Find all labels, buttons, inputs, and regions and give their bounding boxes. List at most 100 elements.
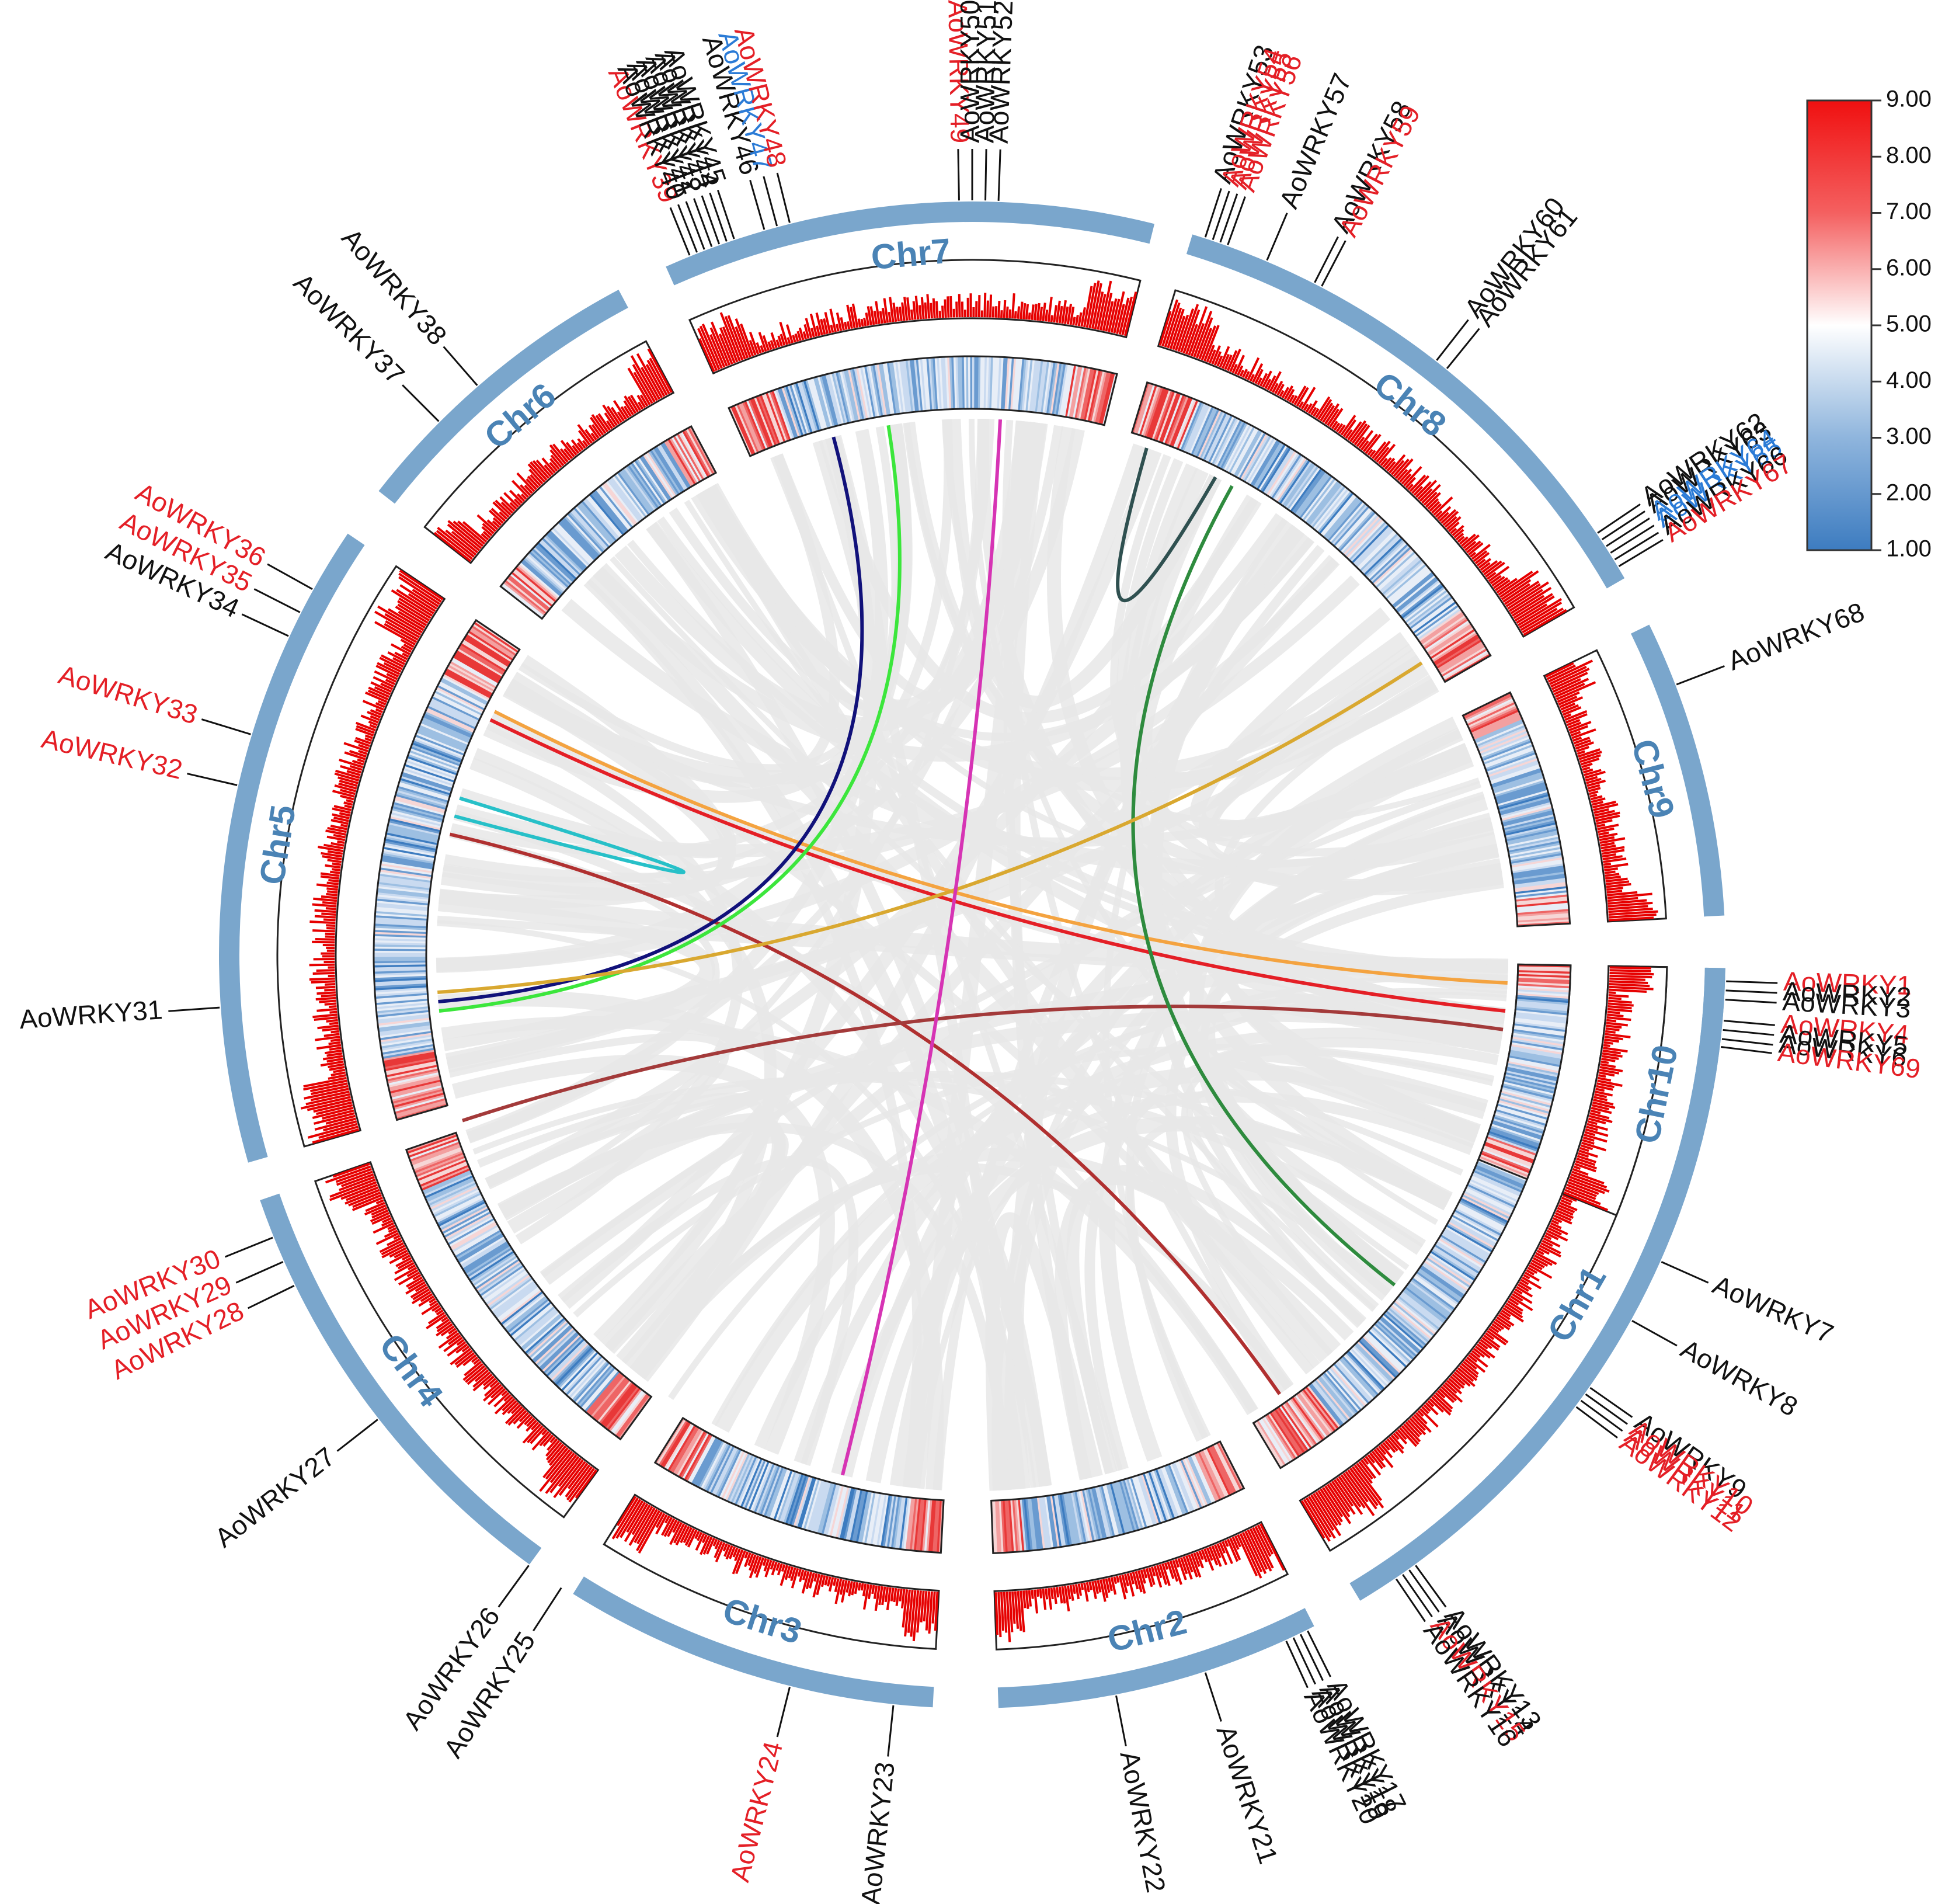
heatmap-bin <box>870 364 882 417</box>
heatmap-bin <box>384 1057 437 1069</box>
heatmap-bin <box>403 767 454 787</box>
heatmap-bin <box>1515 1008 1568 1016</box>
heatmap-bin <box>1286 1400 1319 1445</box>
heatmap-bin <box>1053 363 1064 416</box>
heatmap-bin <box>1492 774 1544 793</box>
heatmap-bin <box>742 1458 764 1509</box>
heatmap-bin <box>1467 1182 1516 1207</box>
heatmap-bin <box>546 533 586 572</box>
heatmap-bin <box>499 1289 542 1324</box>
density-bars <box>433 348 673 562</box>
heatmap-bin <box>434 690 483 716</box>
heatmap-bin <box>1503 816 1556 831</box>
heatmap-bin <box>924 357 931 411</box>
heatmap-bin <box>1405 1285 1449 1319</box>
heatmap-bin <box>1405 591 1449 626</box>
density-frame <box>993 1521 1289 1651</box>
heatmap-bin <box>815 1482 831 1534</box>
heatmap-bin <box>666 439 695 486</box>
heatmap-bin <box>506 578 548 613</box>
heatmap-bin <box>378 877 431 887</box>
heatmap-bin <box>465 1245 512 1276</box>
heatmap-bin <box>1069 366 1081 418</box>
heatmap-bin <box>1080 1489 1093 1542</box>
heatmap-bin <box>493 1283 538 1317</box>
heatmap-bin <box>426 1178 475 1203</box>
heatmap-bin <box>566 1356 604 1397</box>
heatmap-bin <box>1248 438 1278 485</box>
heatmap-bin <box>388 822 440 836</box>
heatmap-bin <box>802 1478 820 1530</box>
heatmap-bin <box>1135 1475 1153 1527</box>
heatmap-bin <box>1463 694 1512 720</box>
heatmap-bin <box>379 1030 432 1041</box>
background-link <box>1139 494 1429 786</box>
heatmap-bin <box>639 456 671 502</box>
heatmap-bin <box>1518 975 1571 981</box>
heatmap-bin <box>1323 496 1359 538</box>
gene-tick <box>201 718 251 735</box>
heatmap-bin <box>374 956 427 960</box>
heatmap-bin <box>380 863 433 874</box>
heatmap-bin <box>1175 399 1197 449</box>
heatmap-bin <box>375 911 428 917</box>
heatmap-bin <box>1390 1304 1432 1340</box>
heatmap-bin <box>1470 1177 1519 1201</box>
heatmap-frame <box>990 1440 1245 1554</box>
heatmap-bin <box>424 1175 474 1198</box>
heatmap-bin <box>1258 1419 1288 1465</box>
heatmap-bin <box>434 1196 483 1221</box>
background-link <box>437 895 715 1069</box>
heatmap-bin <box>1109 1482 1125 1535</box>
heatmap-bin <box>1412 1276 1457 1309</box>
heatmap-bin <box>521 558 563 596</box>
gene-label: AoWRKY24 <box>724 1738 788 1885</box>
heatmap-bin <box>380 1034 433 1045</box>
heatmap-bin <box>1268 451 1299 498</box>
heatmap-bin <box>1222 422 1248 471</box>
density-bars <box>1545 659 1658 922</box>
heatmap-bin <box>1385 1310 1427 1347</box>
heatmap-bin <box>1277 458 1309 504</box>
heatmap-bin <box>1505 826 1558 840</box>
heatmap-bin <box>1385 564 1427 600</box>
heatmap-bin <box>787 1474 806 1525</box>
heatmap-bin <box>374 916 427 923</box>
heatmap-bin <box>1418 610 1463 642</box>
heatmap-bin <box>1056 363 1067 416</box>
heatmap-bin <box>748 398 770 449</box>
heatmap-bin <box>827 1485 842 1537</box>
heatmap-bin <box>1059 1493 1070 1546</box>
gene-tick <box>1408 1569 1440 1613</box>
heatmap-bin <box>1511 1038 1564 1050</box>
heatmap-bin <box>458 646 504 676</box>
heatmap-bin <box>577 1365 614 1407</box>
gene-tick <box>1589 1387 1633 1418</box>
heatmap-bin <box>374 971 427 976</box>
heatmap-bin <box>1292 1395 1326 1440</box>
heatmap-bin <box>1269 453 1301 499</box>
heatmap-bin <box>1414 1273 1459 1306</box>
heatmap-bin <box>886 362 897 415</box>
heatmap-bin <box>1516 913 1570 919</box>
heatmap-bin <box>1070 1492 1083 1544</box>
heatmap-bin <box>1441 1232 1488 1262</box>
heatmap-bin <box>1311 1381 1346 1424</box>
heatmap-bin <box>434 1194 483 1219</box>
heatmap-bin <box>730 406 754 456</box>
heatmap-bin <box>1429 627 1475 658</box>
heatmap-bin <box>374 979 427 985</box>
heatmap-bin <box>1474 719 1523 742</box>
heatmap-bin <box>387 824 440 838</box>
gene-tick <box>1314 236 1339 283</box>
heatmap-bin <box>1093 371 1108 423</box>
heatmap-bin <box>464 1243 510 1274</box>
heatmap-bin <box>1036 360 1046 414</box>
heatmap-bin <box>591 1376 628 1419</box>
heatmap-bin <box>1494 1113 1546 1131</box>
heatmap-bin <box>1463 1192 1511 1218</box>
heatmap-bin <box>1469 1179 1518 1203</box>
heatmap-bin <box>687 427 715 475</box>
heatmap-bin <box>597 1380 632 1423</box>
heatmap-bin <box>376 1003 429 1012</box>
